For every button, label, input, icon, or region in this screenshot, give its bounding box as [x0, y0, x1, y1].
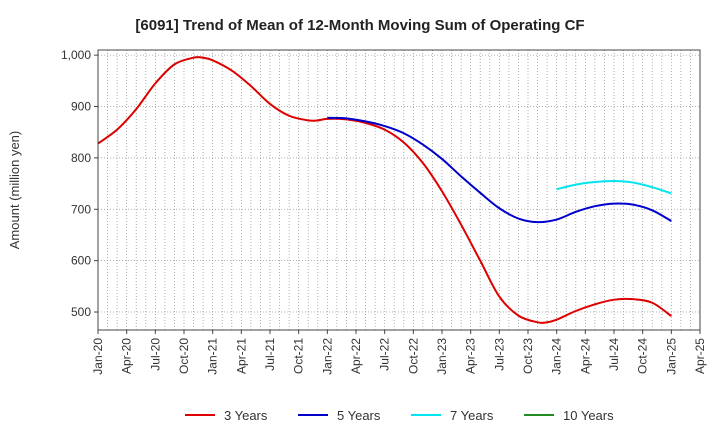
x-tick-labels: Jan-20 Apr-20 Jul-20 Oct-20 Jan-21 Apr-21 Jul-…: [91, 330, 707, 375]
series-lines: [97, 56, 672, 324]
x-tick-label: Oct-20: [177, 338, 191, 374]
plot-frame: [97, 49, 701, 331]
grid: [98, 50, 700, 330]
x-tick-label: Oct-24: [636, 338, 650, 374]
series-line-7-years: [556, 180, 672, 195]
x-tick-label: Apr-22: [349, 338, 363, 374]
y-tick-label: 800: [71, 151, 91, 165]
y-tick-label: 900: [71, 100, 91, 114]
legend-label-7-years: 7 Years: [450, 408, 494, 423]
x-tick-label: Jan-25: [664, 338, 678, 375]
x-tick-label: Apr-25: [693, 338, 707, 374]
x-tick-label: Jan-23: [435, 338, 449, 375]
x-tick-label: Jul-23: [492, 338, 506, 371]
legend-label-10-years: 10 Years: [563, 408, 614, 423]
y-tick-label: 600: [71, 254, 91, 268]
x-tick-label: Jul-20: [148, 338, 162, 371]
x-tick-label: Jul-24: [607, 338, 621, 371]
y-tick-label: 700: [71, 202, 91, 216]
legend-label-3-years: 3 Years: [224, 408, 268, 423]
x-tick-label: Apr-23: [464, 338, 478, 374]
series-line-3-years: [97, 56, 672, 324]
x-tick-label: Jan-20: [91, 338, 105, 375]
legend: 3 Years 5 Years 7 Years 10 Years: [185, 408, 614, 423]
x-tick-label: Jul-21: [263, 338, 277, 371]
x-tick-label: Oct-22: [406, 338, 420, 374]
x-tick-label: Oct-21: [292, 338, 306, 374]
series-line-5-years: [327, 116, 672, 224]
x-tick-label: Jul-22: [378, 338, 392, 371]
x-tick-label: Apr-24: [578, 338, 592, 374]
y-axis-label: Amount (million yen): [7, 131, 22, 250]
y-tick-labels: 500 600 700 800 900 1,000: [61, 48, 98, 319]
chart-title: [6091] Trend of Mean of 12-Month Moving …: [135, 17, 584, 34]
x-tick-label: Apr-21: [234, 338, 248, 374]
y-tick-label: 1,000: [61, 48, 91, 62]
x-tick-label: Jan-22: [320, 338, 334, 375]
x-tick-label: Jan-24: [550, 338, 564, 375]
x-tick-label: Oct-23: [521, 338, 535, 374]
x-tick-label: Apr-20: [120, 338, 134, 374]
x-tick-label: Jan-21: [206, 338, 220, 375]
legend-label-5-years: 5 Years: [337, 408, 381, 423]
y-tick-label: 500: [71, 305, 91, 319]
